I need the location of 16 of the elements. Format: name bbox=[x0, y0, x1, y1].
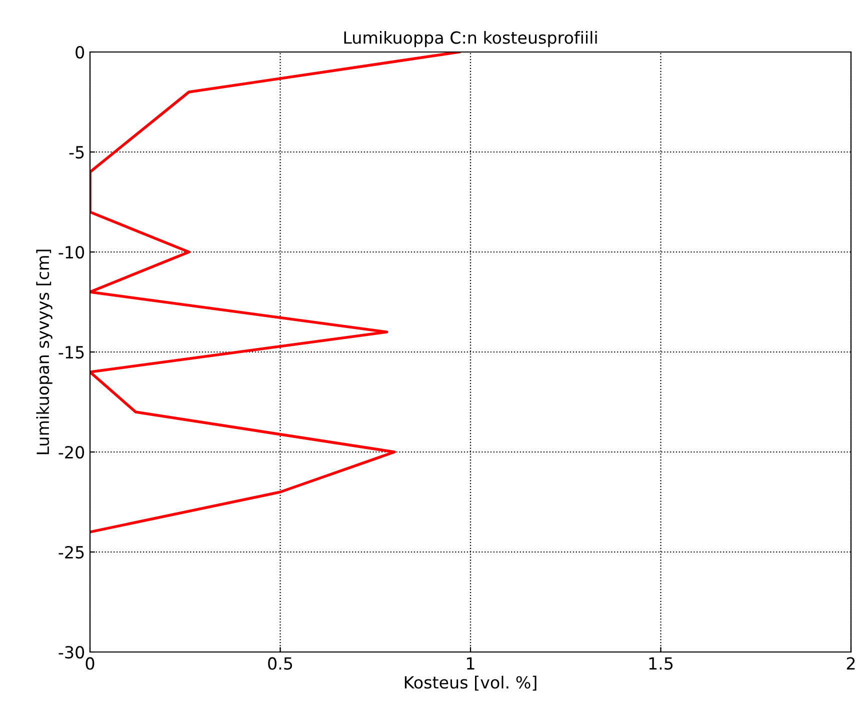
chart-title: Lumikuoppa C:n kosteusprofiili bbox=[344, 31, 597, 48]
x-tick-label: 2 bbox=[846, 657, 855, 670]
y-tick-label: -30 bbox=[58, 646, 84, 659]
y-tick-label: 0 bbox=[76, 46, 84, 59]
y-tick-label: -20 bbox=[58, 446, 84, 459]
line-series bbox=[90, 52, 460, 534]
x-tick-label: 0.5 bbox=[268, 657, 292, 670]
y-axis-title: Lumikuopan syvyys [cm] bbox=[36, 250, 52, 454]
x-tick-label: 1 bbox=[467, 657, 474, 670]
x-axis-title: Kosteus [vol. %] bbox=[404, 676, 536, 691]
x-tick-label: 1.5 bbox=[649, 657, 673, 670]
y-tick-label: -25 bbox=[58, 546, 84, 559]
x-tick-label: 0 bbox=[86, 657, 94, 670]
y-tick-label: -15 bbox=[58, 346, 84, 359]
y-tick-label: -10 bbox=[58, 246, 84, 259]
y-tick-label: -5 bbox=[69, 146, 84, 159]
